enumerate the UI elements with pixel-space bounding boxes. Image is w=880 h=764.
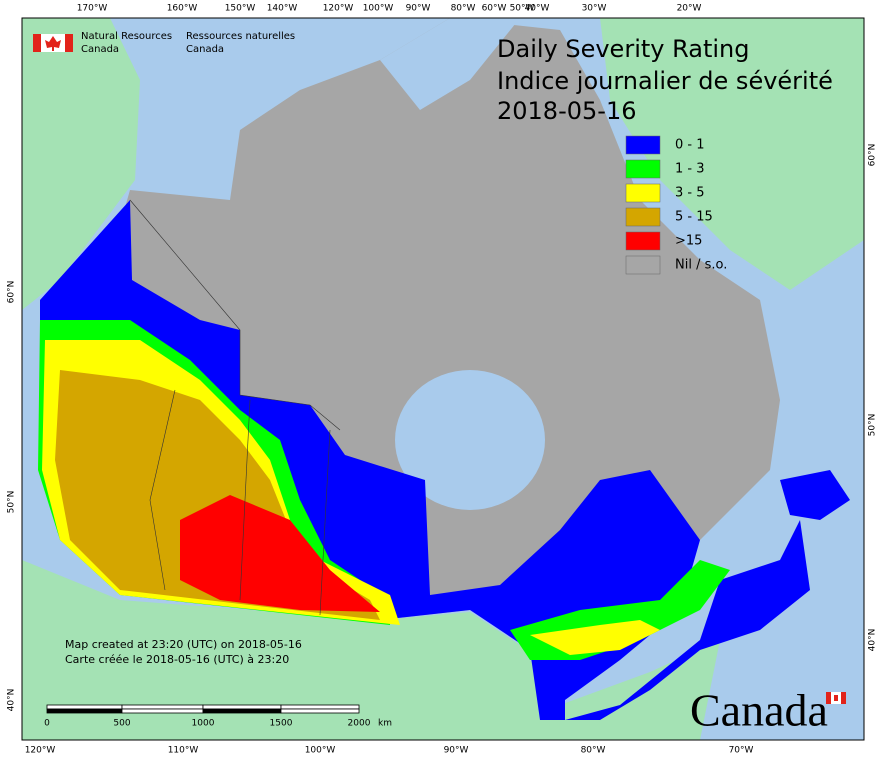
wordmark-flag: [841, 692, 846, 704]
title: Indice journalier de sévérité: [497, 67, 833, 95]
rating-gt-15: [180, 495, 380, 612]
legend-swatch: [625, 159, 661, 179]
border: [149, 389, 176, 591]
scale-segment: [121, 708, 204, 714]
title: 2018-05-16: [497, 97, 636, 125]
footer-text: Carte créée le 2018-05-16 (UTC) à 23:20: [65, 653, 289, 666]
agency-text: Ressources naturelles: [186, 31, 295, 42]
graticule-label: 20°W: [677, 4, 702, 14]
legend-swatch: [625, 207, 661, 227]
wordmark: Canada: [690, 685, 846, 736]
graticule-label: 140°W: [267, 4, 298, 14]
agency-text: Canada: [81, 44, 119, 55]
legend-label: 3 - 5: [675, 186, 705, 201]
legend-swatch: [625, 183, 661, 203]
graticule-label: 160°W: [167, 4, 198, 14]
border: [319, 429, 331, 616]
legend-swatch: [625, 231, 661, 251]
graticule-label: 40°N: [868, 629, 878, 652]
scale-segment: [121, 704, 204, 710]
graticule-label: 100°W: [305, 746, 336, 756]
border: [129, 199, 341, 431]
graticule-label: 30°W: [582, 4, 607, 14]
scale-segment: [280, 704, 360, 710]
title: Daily Severity Rating: [497, 35, 749, 63]
wordmark-text: Canada: [690, 685, 828, 736]
graticule-label: 120°W: [323, 4, 354, 14]
agency: Natural Resources Canada Ressources natu…: [33, 31, 295, 55]
arctic-water: [380, 18, 520, 110]
graticule-label: 100°W: [363, 4, 394, 14]
legend-label: Nil / s.o.: [675, 258, 727, 273]
graticule-label: 90°W: [406, 4, 431, 14]
graticule-label: 60°N: [7, 281, 17, 304]
graticule-label: 170°W: [77, 4, 108, 14]
graticule-label: 150°W: [225, 4, 256, 14]
legend-label: 5 - 15: [675, 210, 713, 225]
graticule-label: 60°N: [868, 144, 878, 167]
graticule-label: 40°W: [525, 4, 550, 14]
scale-label: 1000: [192, 719, 215, 729]
border: [239, 399, 251, 601]
scale-segment: [202, 708, 282, 714]
legend-swatch: [625, 135, 661, 155]
scale-segment: [280, 708, 360, 714]
graticule-label: 60°W: [482, 4, 507, 14]
legend-swatch: [625, 255, 661, 275]
graticule-labels: 170°W 160°W 150°W 140°W 120°W 100°W 90°W 80°W 60…: [7, 4, 878, 756]
flag-bar: [33, 34, 41, 52]
severity-areas: [38, 200, 850, 720]
graticule-label: 50°N: [868, 414, 878, 437]
graticule-label: 70°W: [729, 746, 754, 756]
rating-0-1-nl: [780, 470, 850, 520]
graticule-label: 120°W: [25, 746, 56, 756]
rating-3-5-east: [530, 620, 660, 655]
graticule-label: 110°W: [168, 746, 199, 756]
graticule-label: 90°W: [444, 746, 469, 756]
alaska: [22, 18, 140, 310]
scale-bar: 0 500 1000 1500 2000 km: [44, 704, 392, 729]
legend-label: 1 - 3: [675, 162, 705, 177]
scale-label: 2000: [348, 719, 371, 729]
scale-label: 0: [44, 719, 50, 729]
graticule-label: 80°W: [451, 4, 476, 14]
map-frame: [21, 17, 865, 741]
scale-segment: [46, 704, 123, 710]
graticule-label: 40°N: [7, 689, 17, 712]
scale-label: 1500: [270, 719, 293, 729]
greenland: [600, 18, 864, 290]
graticule-label: 80°W: [581, 746, 606, 756]
wordmark-flag: [826, 692, 831, 704]
legend-label: >15: [675, 234, 702, 249]
scale-label: 500: [113, 719, 130, 729]
scale-unit: km: [378, 719, 392, 729]
graticule-label: 50°W: [510, 4, 535, 14]
borders: [129, 199, 341, 616]
hudson-bay: [395, 370, 545, 510]
legend: 0 - 1 1 - 3 3 - 5 5 - 15 >15 Nil / s.o.: [625, 135, 727, 275]
wordmark-flag: [834, 695, 838, 701]
graticule-label: 50°N: [7, 491, 17, 514]
scale-segment: [46, 708, 123, 714]
agency-text: Canada: [186, 44, 224, 55]
legend-label: 0 - 1: [675, 138, 705, 153]
footer-text: Map created at 23:20 (UTC) on 2018-05-16: [65, 638, 302, 651]
agency-text: Natural Resources: [81, 31, 172, 42]
flag-bar: [65, 34, 73, 52]
scale-segment: [202, 704, 282, 710]
maple-leaf: [45, 36, 61, 51]
